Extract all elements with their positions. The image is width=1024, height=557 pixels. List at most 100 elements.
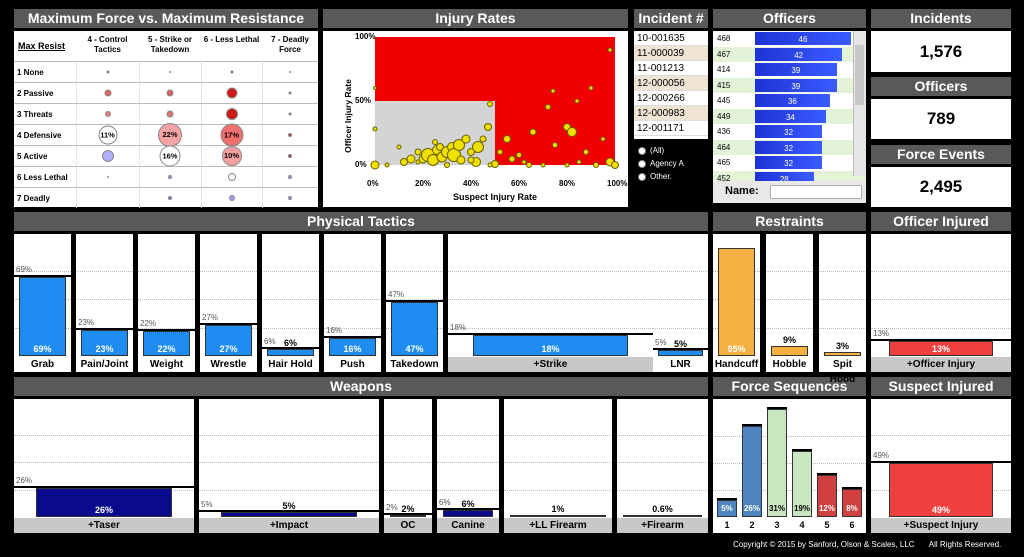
matrix-bubble[interactable] [104,110,111,117]
scatter-point[interactable] [550,88,556,94]
radio-circle[interactable] [638,172,646,181]
matrix-bubble[interactable] [106,175,109,178]
matrix-bubble[interactable]: 22% [158,122,182,147]
officer-row[interactable]: 464 32 [713,139,866,155]
incident-item[interactable]: 12-000056 [634,76,708,91]
scatter-point[interactable] [479,135,487,143]
matrix-cell[interactable] [201,103,262,124]
matrix-bubble[interactable]: 11% [98,125,117,144]
bar-panel[interactable]: 5% 5% +Impact [199,399,379,533]
bar-panel[interactable]: 2% 2% OC [384,399,432,533]
officer-row[interactable]: 436 32 [713,124,866,140]
bar-panel[interactable]: 69% 69% Grab [14,234,71,372]
sequence-bar[interactable] [817,475,837,517]
matrix-bubble[interactable] [166,89,174,96]
matrix-cell[interactable] [262,103,318,124]
bar-panel[interactable]: 47% 47% Takedown [386,234,443,372]
radio-option[interactable]: (All) [638,146,664,155]
bar-panel[interactable]: 95% Handcuff [713,234,760,372]
matrix-bubble[interactable] [288,112,292,115]
scatter-point[interactable] [574,98,580,104]
bar-panel[interactable]: 6% 6% Hair Hold [262,234,319,372]
matrix-cell[interactable] [76,61,139,82]
matrix-cell[interactable] [262,187,318,208]
matrix-bubble[interactable] [101,149,114,162]
officer-row[interactable]: 465 32 [713,155,866,171]
matrix-cell[interactable] [139,166,201,187]
matrix-cell[interactable] [201,187,262,208]
bar-panel[interactable]: 16% 16% Push [324,234,381,372]
scatter-point[interactable] [564,162,570,168]
scatter-point[interactable] [540,162,546,168]
scatter-point[interactable] [607,47,613,53]
scatter-point[interactable] [415,159,421,165]
matrix-cell[interactable] [262,145,318,166]
matrix-cell[interactable] [139,82,201,103]
matrix-cell[interactable] [201,61,262,82]
bar-panel[interactable]: 23% 23% Pain/Joint [76,234,133,372]
name-input[interactable] [770,185,862,199]
matrix-bubble[interactable]: 17% [220,123,243,146]
matrix-cell[interactable] [262,124,318,145]
scatter-point[interactable] [508,155,516,163]
matrix-cell[interactable] [201,166,262,187]
scatter-point[interactable] [576,159,582,165]
matrix-bubble[interactable] [166,110,174,117]
officer-row[interactable]: 468 46 [713,31,866,47]
matrix-bubble[interactable] [168,195,172,200]
matrix-cell[interactable] [76,145,139,166]
matrix-cell[interactable] [76,124,139,145]
bar-panel[interactable]: 27% 27% Wrestle [200,234,257,372]
matrix-cell[interactable] [139,187,201,208]
officer-row[interactable]: 445 36 [713,93,866,109]
officer-row[interactable]: 467 42 [713,46,866,62]
matrix-cell[interactable] [76,82,139,103]
radio-option[interactable]: Other. [638,172,672,181]
scatter-point[interactable] [487,162,493,168]
matrix-bubble[interactable] [288,132,292,137]
scatter-point[interactable] [467,156,475,164]
bar-panel[interactable]: 13% 13% +Officer Injury [871,234,1011,372]
scrollbar-thumb[interactable] [855,45,864,105]
matrix-cell[interactable] [262,166,318,187]
scatter-point[interactable] [444,162,450,168]
matrix-bubble[interactable] [289,70,291,73]
matrix-cell[interactable] [76,187,139,208]
scatter-point[interactable] [529,128,537,136]
matrix-bubble[interactable] [288,195,292,200]
radio-circle[interactable] [638,146,646,155]
agency-filter[interactable]: (All) Agency A Other. [638,146,708,191]
matrix-cell[interactable] [139,103,201,124]
bar-panel[interactable]: 9% Hobble [766,234,813,372]
incident-list[interactable]: 10-001635 11-000039 11-001213 12-000056 12-0… [634,31,708,139]
matrix-bubble[interactable] [227,172,236,181]
scatter-point[interactable] [456,155,466,165]
matrix-cell[interactable] [76,166,139,187]
bar-panel[interactable]: 0.6% +Firearm [617,399,708,533]
scatter-point[interactable] [399,158,408,167]
scatter-point[interactable] [384,162,390,168]
bar-panel[interactable]: 26% 26% +Taser [14,399,194,533]
scatter-point[interactable] [461,134,471,144]
scatter-point[interactable] [600,136,606,142]
bar-panel[interactable]: 49% 49% +Suspect Injury [871,399,1011,533]
officers-list[interactable]: 468 46 467 42 414 39 415 39 445 36 449 34 436 32 464 32… [713,31,866,186]
matrix-bubble[interactable] [169,70,171,73]
matrix-bubble[interactable] [104,89,111,96]
bar-panel[interactable]: 6% 6% Canine [437,399,499,533]
matrix-bubble[interactable]: 10% [221,145,242,166]
sequence-bar[interactable] [842,489,862,517]
matrix-bubble[interactable] [288,153,292,158]
matrix-bubble[interactable] [226,87,237,98]
matrix-bubble[interactable] [168,174,172,179]
radio-circle[interactable] [638,159,646,168]
bar-panel[interactable]: 1% +LL Firearm [504,399,612,533]
bar-panel[interactable]: 3% Spit Hood [819,234,866,385]
bar-panel[interactable]: 5% 5% LNR [653,234,708,372]
scatter-point[interactable] [472,141,485,154]
matrix-bubble[interactable] [288,91,292,94]
matrix-bubble[interactable] [225,107,238,120]
scatter-point[interactable] [370,160,380,170]
scatter-point[interactable] [566,126,577,137]
officer-row[interactable]: 449 34 [713,108,866,124]
